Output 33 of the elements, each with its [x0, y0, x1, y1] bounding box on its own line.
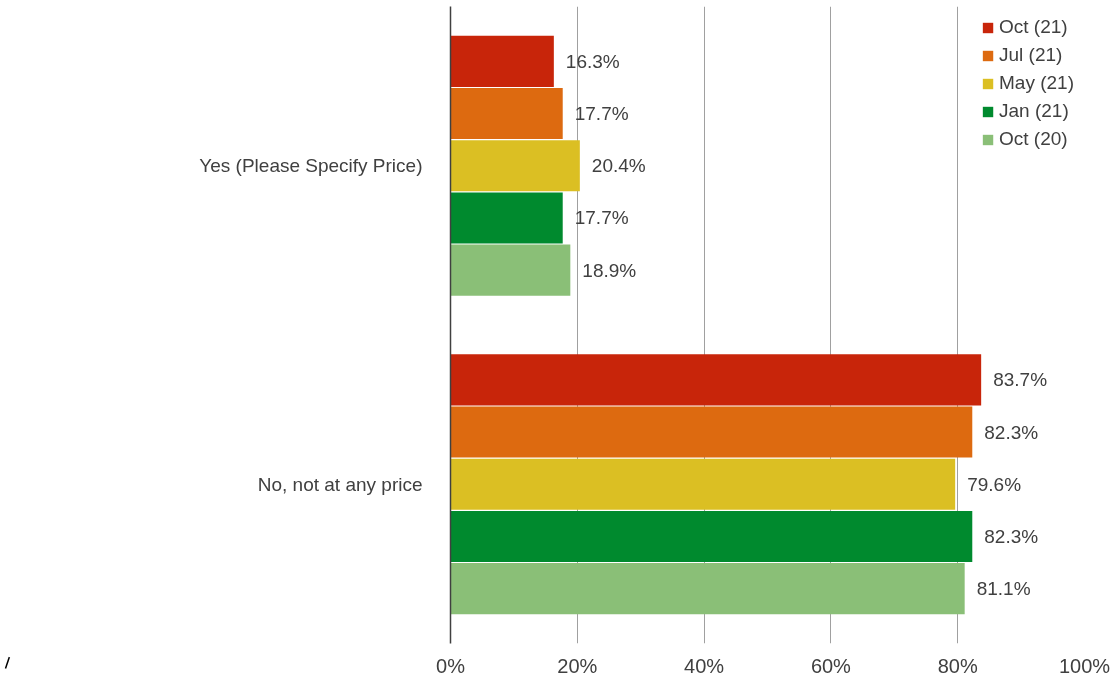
- bar: [450, 35, 554, 87]
- legend-label: Jul (21): [999, 44, 1063, 66]
- data-label: 17.7%: [574, 103, 629, 125]
- data-label: 83.7%: [993, 369, 1048, 391]
- legend-label: Oct (21): [999, 16, 1068, 38]
- x-tick-label: 20%: [557, 654, 598, 677]
- legend-label: Jan (21): [999, 100, 1069, 122]
- bar: [450, 140, 580, 192]
- data-label: 82.3%: [984, 525, 1039, 547]
- bar: [450, 244, 571, 296]
- x-tick-label: 0%: [436, 654, 466, 677]
- x-tick-label: 80%: [937, 654, 978, 677]
- bar: [450, 87, 563, 140]
- bar: [450, 354, 982, 406]
- y-tick-label: No, not at any price: [257, 473, 423, 495]
- data-label: 81.1%: [976, 578, 1031, 600]
- x-tick-label: 40%: [684, 654, 725, 677]
- bar: [450, 563, 965, 615]
- data-label: 79.6%: [967, 473, 1022, 495]
- data-label: 18.9%: [582, 259, 637, 281]
- x-tick-label: 60%: [810, 654, 852, 677]
- data-label: 20.4%: [591, 155, 646, 177]
- y-tick-label: Yes (Please Specify Price): [199, 155, 423, 177]
- legend-label: Oct (20): [999, 128, 1068, 150]
- bar: [450, 192, 563, 244]
- data-label: 17.7%: [574, 207, 629, 229]
- data-label: 82.3%: [984, 421, 1039, 443]
- data-label: 16.3%: [565, 50, 620, 72]
- bar: [450, 406, 973, 458]
- legend-label: May (21): [999, 72, 1074, 94]
- x-tick-label: 100%: [1058, 654, 1111, 677]
- bar: [450, 510, 973, 563]
- bar: [450, 458, 956, 510]
